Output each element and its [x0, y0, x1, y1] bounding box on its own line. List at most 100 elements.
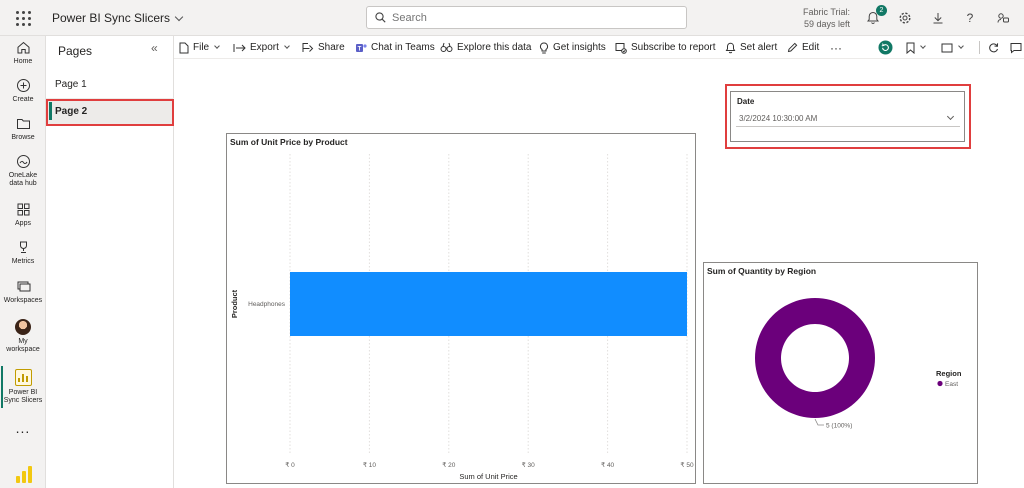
edit-button[interactable]: Edit [787, 36, 819, 59]
trial-label: Fabric Trial: [802, 7, 850, 17]
trial-days-left: 59 days left [803, 19, 850, 29]
apps-icon [17, 203, 29, 216]
get-insights-button[interactable]: Get insights [539, 36, 606, 59]
chevron-down-icon [946, 112, 955, 121]
chat-in-teams-button[interactable]: T Chat in Teams [355, 36, 435, 59]
x-tick-label: ₹ 0 [285, 461, 295, 469]
bar-chart-visual[interactable]: Sum of Unit Price by Product ₹ 0 ₹ 10 ₹ 20… [226, 133, 696, 484]
nav-home[interactable]: Home [0, 40, 46, 66]
chevron-down-icon [174, 12, 184, 21]
report-title: Power BI Sync Slicers [52, 11, 171, 25]
page-tab-page-2[interactable]: Page 2 [46, 98, 174, 124]
nav-metrics[interactable]: Metrics [0, 240, 46, 266]
bookmark-icon [906, 42, 915, 54]
workspaces-icon [17, 281, 30, 292]
set-alert-button[interactable]: Set alert [725, 36, 777, 59]
y-axis-title: Product [230, 289, 239, 318]
nav-more[interactable]: ... [0, 420, 46, 436]
svg-text:T: T [358, 46, 362, 52]
feedback-icon[interactable] [993, 8, 1013, 28]
plus-circle-icon [16, 79, 30, 92]
x-tick-label: ₹ 10 [363, 461, 377, 469]
notifications-bell-icon[interactable]: 2 [863, 5, 887, 28]
left-navigation: Home Create Browse OneLake data hub Apps… [0, 36, 46, 488]
teams-icon: T [356, 43, 367, 52]
legend-marker [937, 380, 943, 387]
nav-report-power-bi-sync-slicers[interactable]: Power BI Sync Slicers [0, 366, 46, 408]
nav-home-label: Home [13, 58, 33, 65]
nav-create-label: Create [12, 96, 34, 103]
more-options-icon: ... [15, 420, 31, 436]
search-box[interactable] [366, 6, 687, 29]
nav-apps-label: Apps [15, 220, 31, 227]
export-label: Export [250, 42, 279, 53]
power-bi-logo [16, 466, 32, 483]
data-label-leader [814, 418, 824, 426]
file-menu[interactable]: File [179, 36, 220, 59]
nav-create[interactable]: Create [0, 78, 46, 104]
bookmark-menu[interactable] [906, 36, 926, 59]
donut-chart-svg: 5 (100%) Region East [754, 298, 962, 430]
share-button[interactable]: Share [302, 36, 345, 59]
view-icon [941, 43, 953, 52]
search-input[interactable] [392, 11, 672, 24]
x-tick-label: ₹ 50 [680, 461, 694, 469]
slicer-dropdown[interactable]: 3/2/2024 10:30:00 AM [736, 110, 960, 127]
refresh-icon [989, 43, 999, 53]
home-icon [17, 41, 29, 54]
nav-my-workspace[interactable]: My workspace [0, 319, 46, 354]
x-axis-title: Sum of Unit Price [459, 472, 517, 481]
export-icon [233, 43, 246, 52]
pages-title: Pages [58, 44, 93, 58]
settings-gear-icon[interactable] [895, 8, 915, 28]
download-icon[interactable] [928, 8, 948, 28]
subscribe-button[interactable]: Subscribe to report [615, 36, 716, 59]
report-title-dropdown[interactable]: Power BI Sync Slicers [52, 11, 184, 25]
donut-chart-visual[interactable]: Sum of Quantity by Region 5 (100%) Region… [703, 262, 978, 484]
trophy-icon [19, 241, 27, 253]
date-slicer[interactable]: Date 3/2/2024 10:30:00 AM [730, 91, 965, 142]
comment-icon [1010, 42, 1022, 54]
bar-chart-svg: ₹ 0 ₹ 10 ₹ 20 ₹ 30 ₹ 40 ₹ 50 Headphones Sum of … [230, 154, 694, 481]
bell-icon [725, 42, 736, 53]
explore-data-label: Explore this data [457, 42, 532, 53]
nav-onelake[interactable]: OneLake data hub [0, 154, 46, 188]
data-label: 5 (100%) [826, 423, 852, 430]
slicer-selected-value: 3/2/2024 10:30:00 AM [739, 113, 818, 123]
nav-browse-label: Browse [11, 134, 35, 141]
collapse-pane-icon[interactable]: « [151, 41, 158, 55]
report-icon [14, 369, 32, 386]
donut-slice [754, 298, 875, 418]
report-toolbar: File Export Share T Chat in Teams Explor… [174, 36, 1024, 59]
nav-report-label: Power BI Sync Slicers [3, 389, 43, 404]
slicer-title: Date [737, 97, 755, 106]
export-menu[interactable]: Export [233, 36, 290, 59]
chat-in-teams-label: Chat in Teams [371, 42, 435, 53]
help-icon[interactable]: ? [966, 11, 974, 25]
chart-title: Sum of Quantity by Region [707, 266, 817, 276]
nav-onelake-label: OneLake data hub [8, 172, 38, 187]
avatar-icon [15, 319, 31, 335]
set-alert-label: Set alert [740, 42, 778, 53]
refresh-button[interactable] [988, 36, 999, 59]
nav-apps[interactable]: Apps [0, 202, 46, 228]
x-tick-label: ₹ 30 [522, 461, 536, 469]
chart-title: Sum of Unit Price by Product [230, 137, 348, 147]
nav-browse[interactable]: Browse [0, 116, 46, 142]
pencil-icon [787, 42, 798, 53]
page-tab-page-1[interactable]: Page 1 [46, 71, 174, 97]
nav-workspaces[interactable]: Workspaces [0, 279, 46, 305]
app-launcher-icon[interactable] [14, 9, 32, 27]
comment-button[interactable] [1010, 36, 1022, 59]
explore-data-button[interactable]: Explore this data [440, 36, 532, 59]
subscribe-icon [615, 42, 627, 54]
folder-icon [16, 119, 30, 129]
view-menu[interactable] [941, 36, 964, 59]
share-icon [302, 43, 314, 52]
legend-item-label: East [945, 381, 958, 388]
reset-button[interactable] [878, 36, 893, 59]
legend-title: Region [936, 369, 962, 378]
more-options-button[interactable]: ··· [830, 36, 842, 59]
get-insights-label: Get insights [553, 42, 606, 53]
x-tick-label: ₹ 40 [601, 461, 615, 469]
